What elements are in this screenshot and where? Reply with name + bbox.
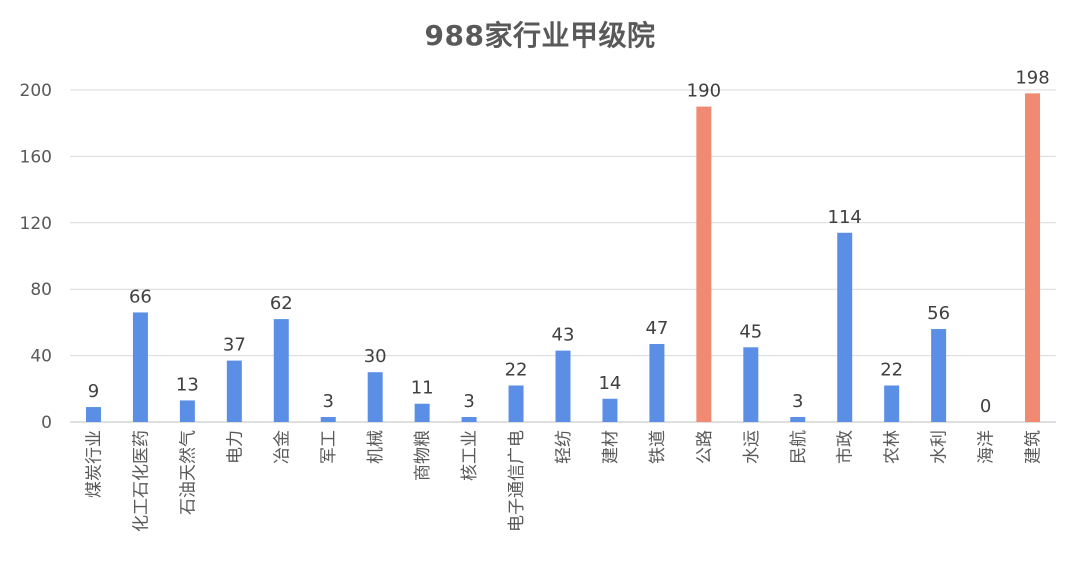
y-tick-label: 120 (20, 214, 52, 234)
data-label: 190 (687, 81, 721, 102)
data-label: 66 (129, 286, 152, 307)
data-label: 3 (463, 391, 474, 412)
data-label: 22 (880, 359, 903, 380)
x-axis-categories: 煤炭行业 化工石化医药 石油天然气 电力 冶金 军工 机械 商物粮 核工业 电子通信广电 轻纺 建材铁… (84, 430, 1043, 532)
category-label: 冶金 (272, 430, 292, 464)
data-label: 13 (176, 374, 199, 395)
y-tick-label: 80 (30, 280, 52, 300)
data-label: 3 (792, 391, 803, 412)
data-label: 47 (645, 318, 668, 339)
bar (320, 417, 336, 422)
y-tick-label: 0 (41, 413, 52, 433)
category-label: 铁道 (648, 430, 668, 464)
data-label: 37 (223, 335, 246, 356)
data-label: 45 (739, 321, 762, 342)
category-label: 石油天然气 (178, 430, 198, 515)
chart-title: 988家行业甲级院 (424, 19, 656, 52)
data-label: 22 (505, 359, 528, 380)
bar (226, 360, 242, 422)
y-tick-label: 200 (20, 81, 52, 101)
bar (508, 385, 524, 422)
bar (790, 417, 806, 422)
y-tick-label: 40 (30, 347, 52, 367)
category-label: 轻纺 (554, 430, 574, 464)
category-label: 核工业 (460, 430, 480, 481)
data-label: 56 (927, 303, 950, 324)
y-tick-label: 160 (20, 147, 52, 167)
bar (85, 407, 101, 422)
y-axis-ticks: 0 40 80 120 160 200 (20, 81, 52, 433)
bar (1025, 93, 1041, 422)
data-label: 198 (1015, 67, 1049, 88)
data-labels: 9 66 13 37 62 3 30 11 3 22 43 14 47 190 45 3 114 22 56 0 198 (88, 67, 1050, 417)
bar (461, 417, 477, 422)
category-label: 水运 (742, 430, 762, 464)
data-label: 114 (828, 207, 862, 228)
category-label: 水利 (930, 430, 950, 464)
bar (743, 347, 759, 422)
category-label: 化工石化医药 (131, 430, 151, 532)
bar (837, 232, 853, 422)
category-label: 海洋 (977, 430, 997, 464)
bar (602, 398, 618, 422)
category-label: 军工 (319, 430, 339, 464)
bar (649, 343, 665, 422)
category-label: 电子通信广电 (507, 430, 527, 532)
category-label: 商物粮 (413, 430, 433, 481)
bars (85, 93, 1041, 422)
bar (273, 319, 289, 422)
category-label: 建材 (601, 430, 621, 464)
category-label: 煤炭行业 (84, 430, 104, 498)
data-label: 9 (88, 381, 99, 402)
data-label: 43 (552, 325, 575, 346)
data-label: 30 (364, 346, 387, 367)
category-label: 市政 (836, 430, 856, 464)
data-label: 62 (270, 293, 293, 314)
data-label: 3 (323, 391, 334, 412)
category-label: 机械 (366, 430, 386, 464)
bar (931, 329, 947, 422)
data-label: 11 (411, 378, 434, 399)
category-label: 建筑 (1024, 430, 1044, 464)
data-label: 0 (980, 396, 991, 417)
bar (884, 385, 900, 422)
category-label: 农林 (883, 430, 903, 464)
bar (555, 350, 571, 422)
category-label: 公路 (695, 430, 715, 464)
data-label: 14 (598, 373, 621, 394)
bar (179, 400, 195, 422)
bar (367, 372, 383, 422)
bar (414, 403, 430, 422)
category-label: 民航 (789, 430, 809, 464)
bar (132, 312, 148, 422)
category-label: 电力 (225, 430, 245, 464)
bar (696, 106, 712, 422)
